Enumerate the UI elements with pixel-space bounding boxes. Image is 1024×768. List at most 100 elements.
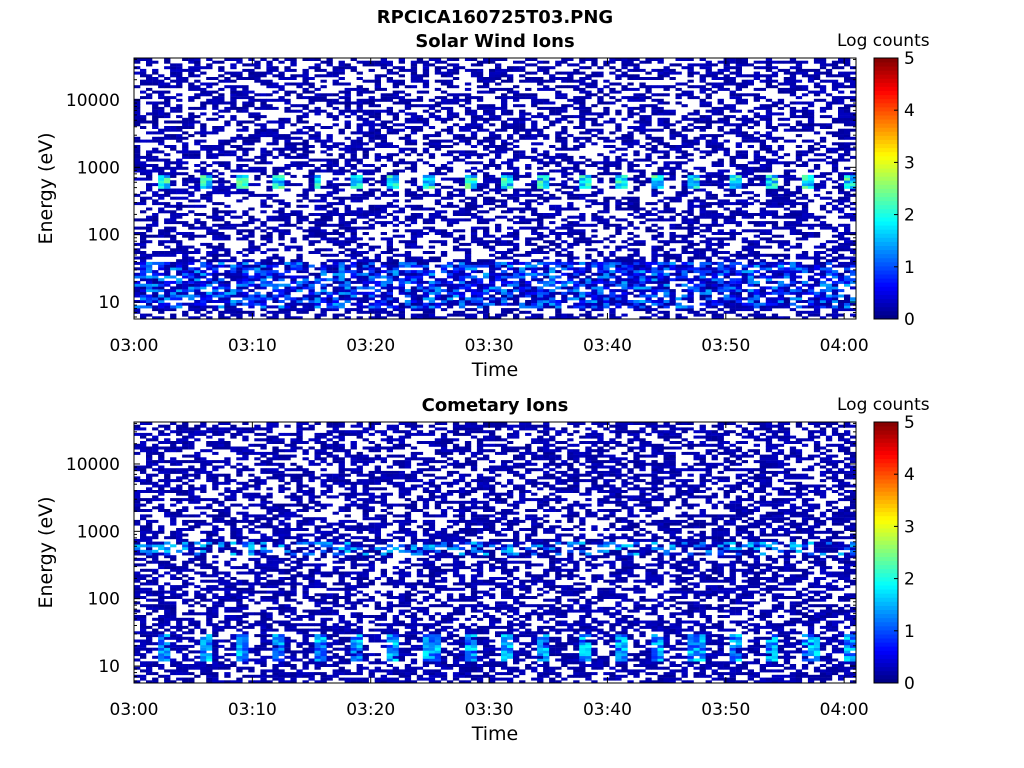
heatmap-cell (699, 234, 706, 238)
heatmap-cell (561, 126, 568, 129)
heatmap-cell (230, 223, 237, 227)
heatmap-cell (687, 191, 694, 195)
heatmap-cell (236, 58, 243, 61)
heatmap-cell (176, 98, 183, 102)
heatmap-cell (585, 58, 592, 61)
heatmap-cell (302, 79, 309, 83)
heatmap-cell (525, 242, 532, 246)
heatmap-cell (146, 253, 153, 257)
heatmap-cell (380, 58, 387, 61)
heatmap-cell (470, 267, 478, 271)
heatmap-cell (410, 275, 418, 279)
heatmap-cell (489, 123, 496, 127)
heatmap-cell (134, 305, 141, 309)
heatmap-cell (627, 74, 634, 78)
heatmap-cell (476, 204, 484, 208)
heatmap-cell (338, 169, 345, 173)
heatmap-cell (320, 221, 327, 225)
heatmap-cell (212, 101, 219, 105)
heatmap-cell (242, 90, 249, 94)
heatmap-cell (278, 85, 285, 89)
heatmap-cell (134, 294, 141, 298)
heatmap-cell (326, 185, 333, 189)
heatmap-cell (212, 300, 219, 303)
heatmap-cell (458, 193, 466, 197)
heatmap-cell (603, 199, 610, 203)
heatmap-cell (470, 109, 478, 113)
heatmap-cell (278, 134, 285, 138)
heatmap-cell (603, 237, 610, 241)
heatmap-cell (290, 58, 297, 61)
heatmap-cell (657, 199, 664, 203)
heatmap-cell (308, 185, 315, 189)
heatmap-cell (374, 267, 381, 271)
heatmap-cell (633, 289, 640, 293)
heatmap-cell (470, 291, 478, 295)
heatmap-cell (404, 101, 412, 105)
heatmap-cell (434, 172, 442, 176)
heatmap-cell (675, 120, 682, 124)
heatmap-cell (410, 259, 418, 263)
heatmap-cell (603, 79, 610, 83)
heatmap-cell (440, 172, 448, 176)
heatmap-cell (362, 180, 369, 184)
heatmap-cell (146, 264, 153, 268)
heatmap-cell (567, 264, 574, 268)
heatmap-cell (597, 188, 604, 192)
heatmap-cell (338, 142, 345, 146)
heatmap-cell (158, 267, 165, 271)
heatmap-cell (651, 58, 658, 61)
heatmap-cell (200, 161, 207, 165)
heatmap-cell (242, 158, 249, 162)
heatmap-cell (350, 58, 357, 61)
heatmap-cell (386, 172, 393, 176)
heatmap-cell (422, 261, 430, 265)
heatmap-cell (344, 104, 351, 108)
heatmap-cell (368, 164, 375, 167)
heatmap-cell (633, 66, 640, 70)
heatmap-cell (609, 215, 616, 219)
heatmap-cell (428, 213, 436, 216)
heatmap-cell (218, 180, 225, 184)
heatmap-cell (422, 117, 430, 121)
heatmap-cell (272, 183, 279, 187)
heatmap-cell (392, 270, 399, 274)
heatmap-cell (206, 251, 213, 254)
heatmap-cell (194, 177, 201, 181)
heatmap-cell (476, 77, 484, 80)
heatmap-cell (158, 289, 165, 293)
heatmap-cell (272, 58, 279, 61)
heatmap-cell (140, 71, 147, 75)
heatmap-cell (627, 242, 634, 246)
heatmap-cell (314, 109, 321, 113)
heatmap-cell (687, 172, 694, 176)
heatmap-cell (374, 131, 381, 135)
heatmap-cell (573, 283, 580, 287)
heatmap-cell (176, 150, 183, 154)
heatmap-cell (278, 185, 285, 189)
heatmap-cell (242, 147, 249, 151)
heatmap-cell (687, 256, 694, 260)
heatmap-cell (693, 248, 700, 252)
heatmap-cell (314, 204, 321, 208)
heatmap-cell (464, 308, 472, 312)
heatmap-cell (230, 104, 237, 108)
heatmap-cell (392, 71, 399, 75)
heatmap-cell (140, 126, 147, 129)
heatmap-cell (362, 283, 369, 287)
heatmap-cell (531, 71, 538, 75)
heatmap-cell (410, 169, 418, 173)
heatmap-cell (224, 223, 231, 227)
heatmap-cell (657, 112, 664, 116)
heatmap-cell (537, 60, 544, 64)
heatmap-cell (489, 112, 496, 116)
heatmap-cell (308, 66, 315, 70)
heatmap-cell (537, 193, 544, 197)
heatmap-cell (458, 248, 466, 252)
heatmap-cell (440, 153, 448, 157)
heatmap-cell (200, 128, 207, 132)
heatmap-cell (627, 232, 634, 235)
heatmap-cell (332, 191, 339, 195)
heatmap-cell (687, 183, 694, 187)
heatmap-cell (362, 310, 369, 314)
